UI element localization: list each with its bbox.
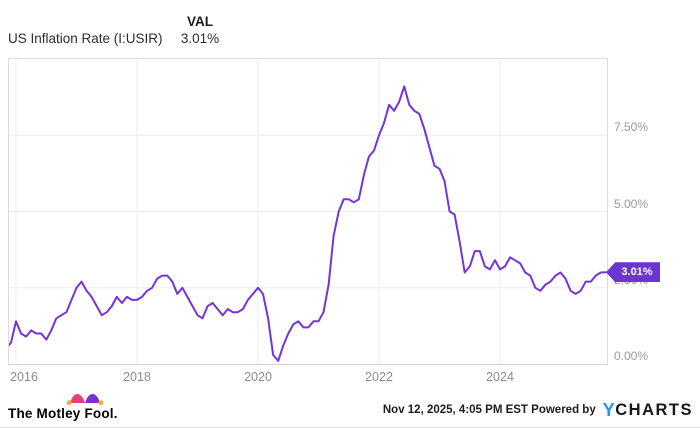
- current-value: 3.01%: [180, 31, 220, 46]
- y-tick-label: 7.50%: [614, 120, 649, 135]
- powered-by-text: Powered by: [531, 404, 596, 416]
- timestamp-text: Nov 12, 2025, 4:05 PM EST: [382, 404, 528, 416]
- ycharts-y-icon: Y: [602, 399, 616, 420]
- y-tick-label: 5.00%: [614, 196, 649, 211]
- chart-plot-area[interactable]: [8, 58, 608, 365]
- x-tick-label: 2018: [123, 370, 151, 384]
- last-value-badge-text: 3.01%: [621, 266, 653, 279]
- value-column-header: VAL: [187, 14, 213, 29]
- ycharts-wordmark: CHARTS: [615, 400, 693, 419]
- inflation-line-chart: [9, 59, 607, 364]
- y-tick-label: 0.00%: [614, 349, 649, 363]
- motley-fool-logo[interactable]: The Motley Fool.: [8, 390, 118, 422]
- x-tick-label: 2022: [365, 370, 393, 384]
- jester-hat-icon: [66, 393, 104, 405]
- series-label: US Inflation Rate (I:USIR): [8, 31, 163, 46]
- footer-attribution: Nov 12, 2025, 4:05 PM EST Powered by Y C…: [383, 399, 693, 421]
- last-value-badge: 3.01%: [606, 262, 660, 283]
- x-tick-label: 2020: [244, 370, 272, 384]
- x-tick-label: 2016: [10, 370, 38, 384]
- timestamp: Nov 12, 2025, 4:05 PM EST Powered by: [383, 404, 596, 416]
- value-column: VAL 3.01%: [170, 14, 230, 46]
- x-tick-label: 2024: [486, 370, 514, 384]
- motley-fool-wordmark: The Motley Fool.: [8, 406, 118, 421]
- ycharts-logo[interactable]: Y CHARTS: [603, 400, 693, 421]
- inflation-rate-line: [9, 85, 607, 362]
